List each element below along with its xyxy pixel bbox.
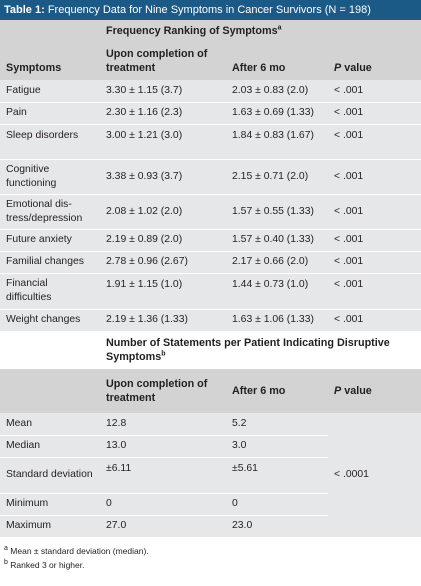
- upon-value: 27.0: [100, 515, 226, 537]
- after-value: 1.57 ± 0.55 (1.33): [226, 194, 328, 230]
- p-value: < .001: [328, 194, 421, 230]
- table-row: Mean 12.8 5.2 < .0001: [0, 413, 421, 538]
- p-value: < .001: [328, 273, 421, 310]
- upon-value: 2.78 ± 0.96 (2.67): [100, 251, 226, 274]
- after-value: 1.63 ± 0.69 (1.33): [226, 102, 328, 125]
- footnotes: a Mean ± standard deviation (median). b …: [0, 544, 421, 572]
- after-value: 1.57 ± 0.40 (1.33): [226, 229, 328, 252]
- symptom-label: Fatigue: [0, 80, 100, 103]
- symptom-label: Financial difficulties: [0, 273, 100, 310]
- after-value: 23.0: [226, 515, 328, 537]
- col-p-value: P value: [328, 42, 421, 80]
- upon-value: ±6.11: [100, 457, 226, 494]
- symptom-label: Familial changes: [0, 251, 100, 274]
- after-value: 2.15 ± 0.71 (2.0): [226, 159, 328, 195]
- col-upon-completion: Upon completion of treatment: [100, 369, 226, 413]
- table-row: Financial difficulties 1.91 ± 1.15 (1.0)…: [0, 273, 421, 310]
- after-value: 5.2: [226, 413, 328, 436]
- p-value: < .001: [328, 159, 421, 195]
- symptom-label: Weight changes: [0, 309, 100, 331]
- p-value: < .001: [328, 80, 421, 103]
- after-value: ±5.61: [226, 457, 328, 494]
- after-value: 2.17 ± 0.66 (2.0): [226, 251, 328, 274]
- section2-column-headers: Upon completion of treatment After 6 mo …: [0, 369, 421, 413]
- table-row: Maximum 27.0 23.0: [0, 515, 421, 537]
- stat-label: Mean: [0, 413, 100, 436]
- p-value: < .0001: [328, 413, 421, 538]
- after-value: 1.63 ± 1.06 (1.33): [226, 309, 328, 331]
- upon-value: 3.00 ± 1.21 (3.0): [100, 124, 226, 160]
- table-title-text: Frequency Data for Nine Symptoms in Canc…: [47, 4, 371, 16]
- upon-value: 3.38 ± 0.93 (3.7): [100, 159, 226, 195]
- section1-header: Frequency Ranking of Symptomsa: [100, 20, 421, 42]
- table-row: Familial changes 2.78 ± 0.96 (2.67) 2.17…: [0, 251, 421, 274]
- col-symptoms: Symptoms: [0, 42, 100, 80]
- symptoms-table: Frequency Ranking of Symptomsa Symptoms …: [0, 20, 421, 538]
- stat-label: Minimum: [0, 493, 100, 516]
- table-row: Median 13.0 3.0: [0, 435, 421, 458]
- col-upon-completion: Upon completion of treatment: [100, 42, 226, 80]
- upon-value: 13.0: [100, 435, 226, 458]
- col-after-6mo: After 6 mo: [226, 42, 328, 80]
- upon-value: 1.91 ± 1.15 (1.0): [100, 273, 226, 310]
- symptom-label: Sleep disorders: [0, 124, 100, 160]
- col-after-6mo: After 6 mo: [226, 369, 328, 413]
- upon-value: 0: [100, 493, 226, 516]
- footnote-b: b Ranked 3 or higher.: [4, 558, 85, 570]
- symptom-label: Future anxiety: [0, 229, 100, 252]
- symptom-label: Pain: [0, 102, 100, 125]
- upon-value: 2.30 ± 1.16 (2.3): [100, 102, 226, 125]
- after-value: 2.03 ± 0.83 (2.0): [226, 80, 328, 103]
- stat-label: Standard deviation: [0, 457, 100, 494]
- table-row: Future anxiety 2.19 ± 0.89 (2.0) 1.57 ± …: [0, 229, 421, 252]
- table-row: Cognitive functioning 3.38 ± 0.93 (3.7) …: [0, 159, 421, 195]
- table-row: Minimum 0 0: [0, 493, 421, 516]
- upon-value: 2.08 ± 1.02 (2.0): [100, 194, 226, 230]
- after-value: 1.84 ± 0.83 (1.67): [226, 124, 328, 160]
- p-value: < .001: [328, 251, 421, 274]
- after-value: 1.44 ± 0.73 (1.0): [226, 273, 328, 310]
- symptom-label: Emotional dis-tress/depression: [0, 194, 100, 230]
- upon-value: 2.19 ± 0.89 (2.0): [100, 229, 226, 252]
- after-value: 3.0: [226, 435, 328, 458]
- upon-value: 2.19 ± 1.36 (1.33): [100, 309, 226, 331]
- section2-header-row: Number of Statements per Patient Indicat…: [0, 331, 421, 369]
- section2-header: Number of Statements per Patient Indicat…: [100, 331, 421, 369]
- p-value: < .001: [328, 309, 421, 331]
- p-value: < .001: [328, 102, 421, 125]
- p-value: < .001: [328, 124, 421, 160]
- footnote-a: a Mean ± standard deviation (median).: [4, 544, 149, 556]
- symptom-label: Cognitive functioning: [0, 159, 100, 195]
- table-row: Pain 2.30 ± 1.16 (2.3) 1.63 ± 0.69 (1.33…: [0, 102, 421, 125]
- section1-column-headers: Symptoms Upon completion of treatment Af…: [0, 42, 421, 80]
- stat-label: Maximum: [0, 515, 100, 537]
- section1-header-row: Frequency Ranking of Symptomsa: [0, 20, 421, 42]
- table-row: Fatigue 3.30 ± 1.15 (3.7) 2.03 ± 0.83 (2…: [0, 80, 421, 103]
- table-row: Emotional dis-tress/depression 2.08 ± 1.…: [0, 194, 421, 230]
- after-value: 0: [226, 493, 328, 516]
- table-row: Sleep disorders 3.00 ± 1.21 (3.0) 1.84 ±…: [0, 124, 421, 160]
- table-row: Weight changes 2.19 ± 1.36 (1.33) 1.63 ±…: [0, 309, 421, 331]
- table-label: Table 1:: [4, 4, 45, 16]
- upon-value: 3.30 ± 1.15 (3.7): [100, 80, 226, 103]
- table-title: Table 1: Frequency Data for Nine Symptom…: [0, 0, 421, 20]
- col-p-value: P value: [328, 369, 421, 413]
- upon-value: 12.8: [100, 413, 226, 436]
- stat-label: Median: [0, 435, 100, 458]
- table-row: Standard deviation ±6.11 ±5.61: [0, 457, 421, 494]
- p-value: < .001: [328, 229, 421, 252]
